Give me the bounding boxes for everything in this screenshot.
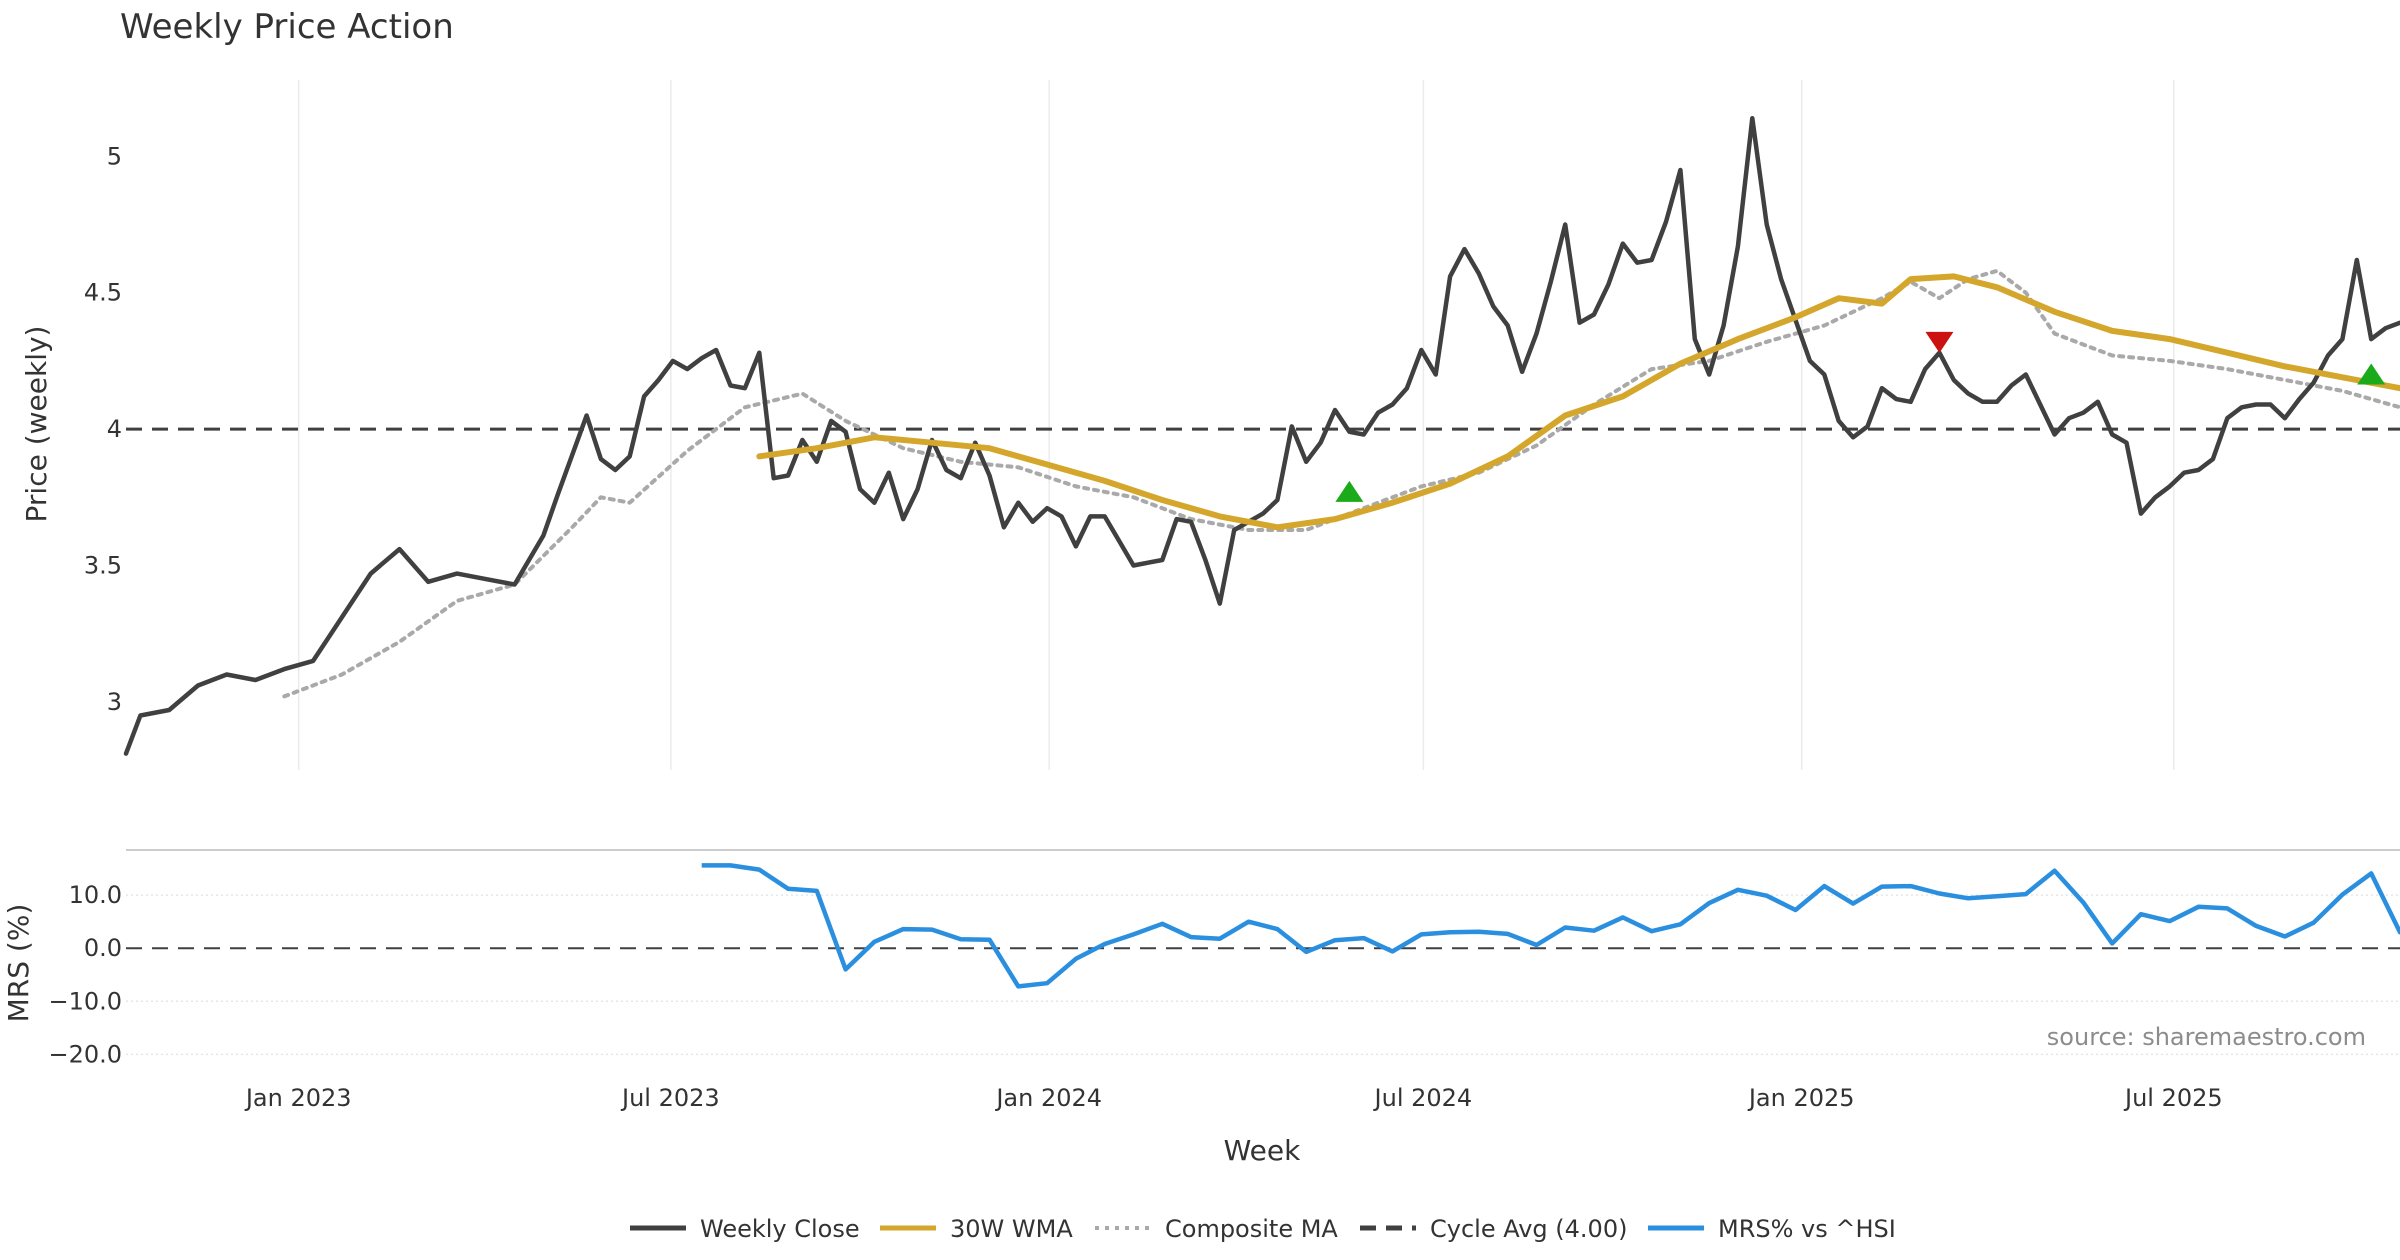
legend-label: Weekly Close [700,1215,860,1243]
x-tick-label: Jan 2023 [244,1084,352,1112]
week-x-axis: Jan 2023 Jul 2023 Jan 2024 Jul 2024 Jan 2025… [244,1084,2223,1112]
x-tick-label: Jul 2024 [1373,1084,1473,1112]
price-series-group [123,115,2400,756]
price-tick-label: 3 [107,688,122,716]
legend: Weekly Close 30W WMA Composite MA Cycle Avg… [630,1215,1896,1243]
week-axis-label: Week [1224,1134,1301,1167]
x-tick-label: Jan 2024 [994,1084,1102,1112]
price-tick-label: 4.5 [84,279,122,307]
price-axis-label: Price (weekly) [20,326,53,523]
wma-30w-line [756,273,2400,531]
buy-signal-marker [2357,363,2386,385]
mrs-tick-label: −20.0 [48,1040,122,1068]
buy-signal-marker [1335,480,1364,502]
x-tick-label: Jul 2023 [620,1084,720,1112]
composite-ma-line [282,268,2400,699]
mrs-series-group [126,863,2400,989]
mrs-y-axis: 10.0 0.0 −10.0 −20.0 [48,881,122,1068]
mrs-line [701,863,2400,989]
x-tick-label: Jul 2025 [2123,1084,2223,1112]
legend-label: 30W WMA [950,1215,1073,1243]
price-tick-label: 5 [107,142,122,170]
chart-title: Weekly Price Action [120,7,454,47]
mrs-tick-label: 10.0 [69,881,122,909]
weekly-close-line [123,115,2400,756]
price-panel-gridlines [297,80,2175,770]
legend-label: MRS% vs ^HSI [1718,1215,1896,1243]
mrs-tick-label: −10.0 [48,987,122,1015]
x-tick-label: Jan 2025 [1747,1084,1855,1112]
legend-label: Cycle Avg (4.00) [1430,1215,1627,1243]
sell-signal-marker [1925,331,1954,353]
signal-markers [1335,331,2386,502]
price-tick-label: 4 [107,415,122,443]
price-tick-label: 3.5 [84,551,122,579]
mrs-axis-label: MRS (%) [2,904,35,1023]
legend-label: Composite MA [1165,1215,1338,1243]
source-annotation: source: sharemaestro.com [2047,1023,2366,1051]
mrs-tick-label: 0.0 [84,934,122,962]
price-y-axis: 3 3.5 4 4.5 5 [84,142,122,715]
